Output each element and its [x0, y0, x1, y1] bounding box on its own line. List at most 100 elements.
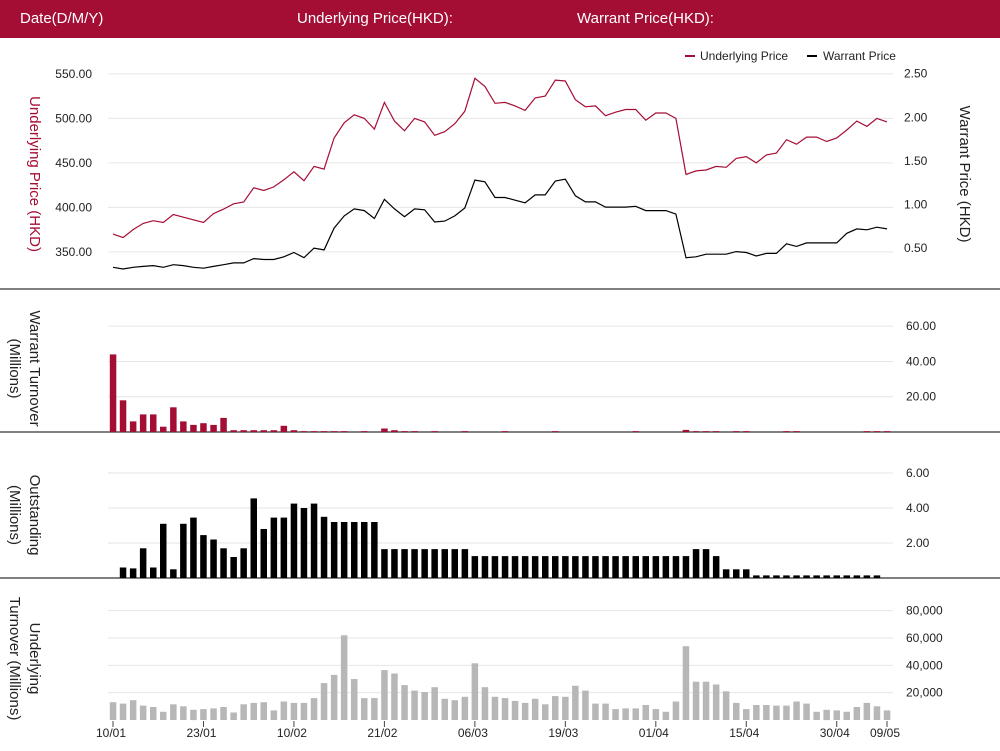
underlying-turnover-bar: [471, 663, 479, 720]
outstanding-bar: [853, 575, 861, 578]
warrant-turnover-bar: [280, 425, 288, 432]
warrant-turnover-bar: [200, 423, 207, 432]
outstanding-bar: [823, 575, 830, 578]
outstanding-bar: [743, 569, 750, 579]
outstanding-bar: [572, 556, 579, 578]
warrant-turnover-bar: [139, 414, 147, 432]
underlying-turnover-bar: [210, 708, 217, 720]
outstanding-bar: [230, 557, 237, 578]
underlying-turnover-bar: [381, 670, 388, 720]
warrant-price-line: [112, 178, 888, 270]
underlying-turnover-bar: [602, 703, 609, 720]
underlying-turnover-bar: [401, 685, 408, 720]
underlying-turnover-bar: [491, 696, 499, 720]
outstanding-bar: [190, 517, 197, 578]
underlying-turnover-bar: [220, 707, 227, 720]
underlying-turnover-bar: [542, 704, 549, 720]
outstanding-bar: [481, 556, 489, 578]
underlying-turnover-bar: [431, 687, 438, 720]
y-right-tick-label: 1.00: [904, 198, 928, 212]
underlying-turnover-bar: [371, 698, 378, 720]
x-tick-label: 06/03: [458, 726, 488, 740]
underlying-price-readout: Underlying Price(HKD):: [297, 9, 459, 29]
outstanding-bar: [582, 556, 589, 578]
y-left-tick-label: 450.00: [55, 156, 92, 170]
warrant-turnover-bar: [401, 431, 408, 432]
underlying-turnover-bar: [180, 706, 187, 720]
x-tick-label: 19/03: [548, 726, 578, 740]
underlying-turnover-bar: [290, 702, 298, 720]
warrant-chart[interactable]: 350.00 400.00 450.00 500.00 550.00 0.50 1.00 1.…: [0, 38, 1000, 751]
warrant-turnover-bar: [109, 354, 117, 432]
outstanding-bar: [280, 517, 288, 578]
warrant-turnover-bar: [692, 431, 700, 432]
y-tick-label: 4.00: [906, 501, 930, 515]
outstanding-bar: [381, 549, 388, 578]
warrant-turnover-bar: [361, 431, 368, 432]
y-right-tick-label: 1.50: [904, 154, 928, 168]
outstanding-bar: [441, 549, 448, 578]
outstanding-bar: [692, 549, 700, 578]
outstanding-bar: [712, 556, 720, 578]
underlying-turnover-bar: [421, 692, 428, 720]
underlying-turnover-bar: [451, 700, 458, 720]
underlying-price-label: Underlying Price(HKD):: [297, 10, 453, 27]
underlying-turnover-bar: [873, 706, 881, 720]
outstanding-bar: [632, 556, 639, 578]
warrant-price-readout: Warrant Price(HKD):: [577, 9, 720, 29]
warrant-turnover-bar: [290, 430, 298, 432]
y-axis-label-line: (Millions): [6, 339, 23, 399]
warrant-turnover-bar: [119, 400, 127, 433]
underlying-turnover-bar: [652, 709, 660, 720]
outstanding-bar: [330, 522, 338, 578]
underlying-turnover-bar: [813, 711, 820, 720]
warrant-turnover-bar: [250, 430, 257, 432]
y-right-axis-label: Warrant Price (HKD): [956, 106, 973, 243]
header-bar: Date(D/M/Y) Underlying Price(HKD): Warra…: [0, 0, 1000, 38]
outstanding-bar: [733, 569, 740, 579]
underlying-turnover-bar: [622, 708, 629, 720]
underlying-turnover-bar: [190, 709, 197, 721]
outstanding-bar: [411, 549, 418, 578]
warrant-turnover-bar: [883, 431, 891, 432]
warrant-turnover-bar: [310, 431, 318, 432]
underlying-turnover-bar: [582, 690, 589, 720]
warrant-turnover-bar: [873, 431, 881, 432]
warrant-turnover-bar: [431, 431, 438, 432]
outstanding-bar: [521, 556, 529, 578]
underlying-turnover-bar: [612, 709, 619, 720]
underlying-turnover-bar: [763, 705, 770, 720]
y-tick-label: 60.00: [906, 319, 936, 333]
outstanding-bar: [150, 567, 157, 578]
warrant-turnover-bar: [129, 421, 137, 432]
y-left-tick-label: 350.00: [55, 245, 92, 259]
underlying-turnover-bar: [320, 683, 328, 720]
underlying-turnover-bar: [109, 702, 117, 720]
y-tick-label: 40.00: [906, 354, 936, 368]
outstanding-bar: [270, 517, 278, 578]
outstanding-bar: [320, 516, 328, 579]
underlying-turnover-bar: [250, 702, 257, 720]
outstanding-bar: [753, 575, 760, 578]
y-tick-label: 2.00: [906, 536, 930, 550]
outstanding-bar: [170, 569, 177, 579]
y-left-tick-label: 550.00: [55, 67, 92, 81]
warrant-turnover-bar: [320, 431, 328, 432]
underlying-turnover-bar: [863, 702, 871, 720]
underlying-turnover-bar: [662, 711, 670, 720]
warrant-turnover-bar: [863, 431, 871, 432]
y-tick-label: 40,000: [906, 658, 943, 672]
underlying-turnover-bar: [411, 690, 418, 720]
outstanding-bar: [421, 549, 428, 578]
outstanding-bar: [531, 556, 539, 578]
underlying-turnover-bar: [712, 684, 720, 720]
underlying-turnover-bar: [310, 698, 318, 720]
warrant-turnover-bar: [682, 429, 690, 432]
underlying-turnover-bar: [743, 709, 750, 720]
outstanding-bar: [843, 575, 850, 578]
underlying-turnover-bar: [521, 702, 529, 720]
outstanding-bar: [833, 575, 840, 578]
underlying-turnover-bar: [773, 705, 780, 720]
warrant-turnover-bar: [340, 431, 348, 432]
